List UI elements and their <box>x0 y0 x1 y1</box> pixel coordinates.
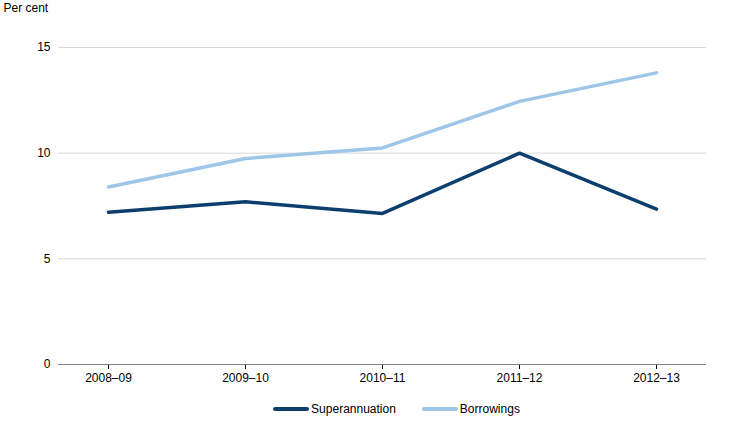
svg-text:0: 0 <box>44 357 51 371</box>
svg-text:2011–12: 2011–12 <box>497 371 543 385</box>
html-text:Borrowings: Borrowings <box>459 402 520 416</box>
svg-text:2009–10: 2009–10 <box>222 371 269 385</box>
svg-text:2008–09: 2008–09 <box>85 371 132 385</box>
svg-text:Per cent: Per cent <box>4 1 49 15</box>
svg-text:2010–11: 2010–11 <box>360 371 406 385</box>
svg-text:15: 15 <box>37 40 51 54</box>
html-text:Superannuation: Superannuation <box>311 402 396 416</box>
svg-text:2012–13: 2012–13 <box>633 371 680 385</box>
svg-text:5: 5 <box>44 252 51 266</box>
svg-text:10: 10 <box>37 146 51 160</box>
